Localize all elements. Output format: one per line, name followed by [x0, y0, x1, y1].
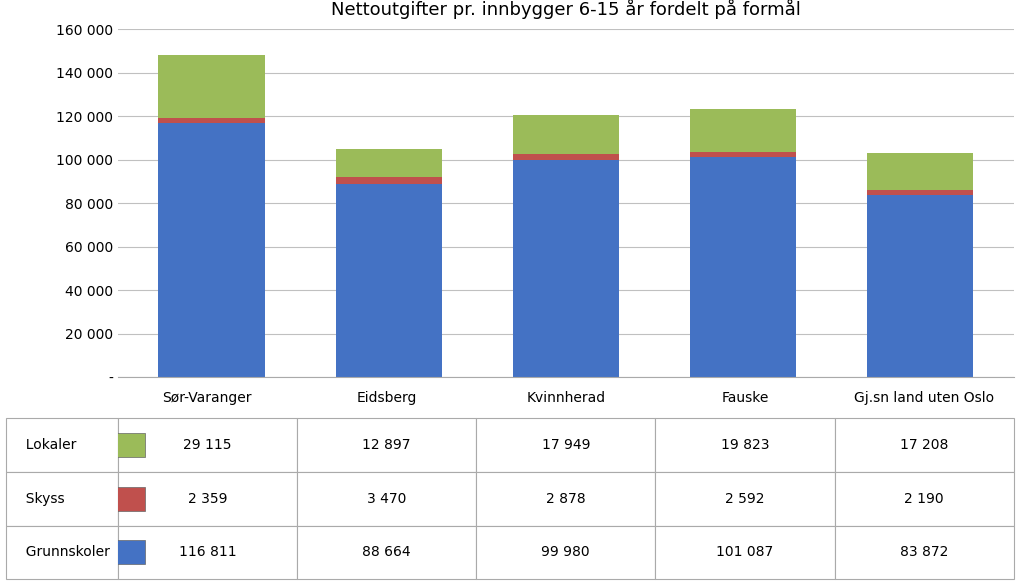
- Bar: [690, 152, 796, 157]
- Bar: [159, 118, 265, 123]
- Bar: [866, 195, 973, 377]
- Bar: [336, 177, 441, 184]
- Bar: [11, 433, 145, 457]
- Bar: [513, 115, 618, 153]
- Bar: [336, 149, 441, 177]
- Bar: [690, 109, 796, 152]
- Bar: [159, 123, 265, 377]
- Text: Sør-Varanger: Sør-Varanger: [163, 391, 252, 405]
- Bar: [159, 55, 265, 118]
- Bar: [866, 190, 973, 195]
- Bar: [11, 541, 145, 565]
- Text: Eidsberg: Eidsberg: [356, 391, 417, 405]
- Text: Gj.sn land uten Oslo: Gj.sn land uten Oslo: [854, 391, 994, 405]
- Bar: [513, 160, 618, 377]
- Bar: [866, 153, 973, 190]
- Bar: [690, 157, 796, 377]
- Bar: [336, 184, 441, 377]
- Text: Fauske: Fauske: [721, 391, 769, 405]
- Bar: [513, 153, 618, 160]
- Bar: [11, 487, 145, 511]
- Text: Kvinnherad: Kvinnherad: [526, 391, 605, 405]
- Title: Nettoutgifter pr. innbygger 6-15 år fordelt på formål: Nettoutgifter pr. innbygger 6-15 år ford…: [331, 0, 801, 19]
